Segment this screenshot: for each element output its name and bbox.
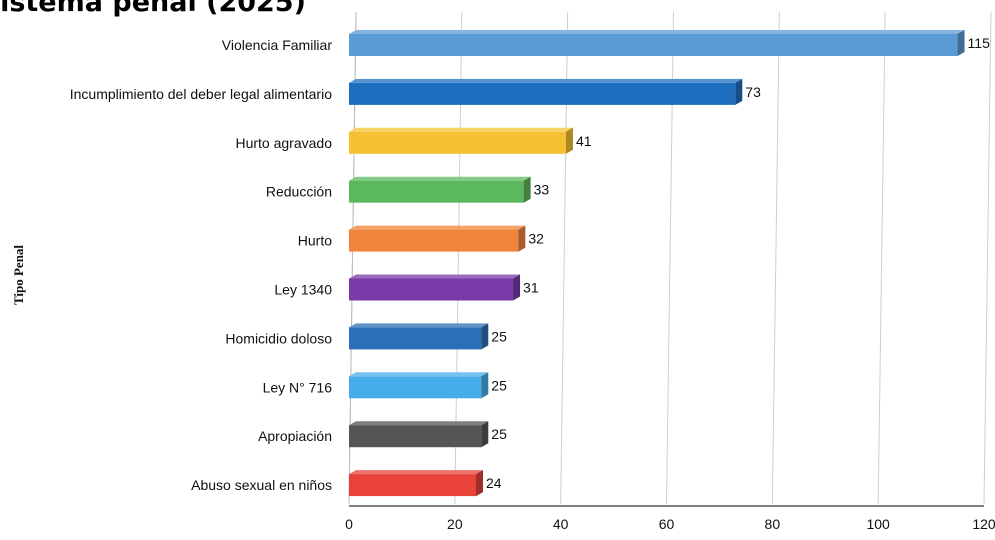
value-label: 41 [576, 133, 592, 149]
x-tick-label: 100 [866, 516, 890, 532]
y-axis-title: Tipo Penal [11, 245, 26, 305]
value-label: 25 [491, 328, 507, 344]
x-tick-label: 40 [553, 516, 569, 532]
category-label: Apropiación [258, 428, 332, 444]
category-label: Incumplimiento del deber legal alimentar… [70, 86, 332, 102]
value-label: 25 [491, 377, 507, 393]
category-label: Homicidio doloso [225, 330, 332, 346]
bar [349, 274, 521, 301]
bar [349, 127, 573, 154]
category-label: Hurto [298, 233, 332, 249]
bar [349, 225, 526, 252]
bar [349, 421, 489, 448]
labels: 0 20 40 60 80 100 120 Violencia Familiar 115 Incu… [70, 35, 995, 532]
x-tick-label: 80 [765, 516, 781, 532]
value-label: 33 [534, 182, 550, 198]
category-label: Reducción [266, 184, 332, 200]
value-label: 73 [745, 84, 761, 100]
bar [349, 372, 489, 399]
value-label: 25 [491, 426, 507, 442]
x-tick-label: 0 [345, 516, 353, 532]
bar [349, 30, 965, 56]
gridline [877, 11, 886, 505]
bar [349, 323, 489, 350]
chart-title: sistema penal (2025) [0, 0, 306, 18]
value-label: 32 [528, 231, 544, 247]
x-tick-label: 60 [659, 516, 675, 532]
bar [349, 470, 483, 497]
category-label: Abuso sexual en niños [191, 477, 332, 493]
value-label: 115 [968, 35, 991, 51]
gridline [983, 11, 992, 505]
bars [349, 30, 965, 497]
bar [349, 176, 531, 203]
category-label: Hurto agravado [235, 135, 332, 151]
category-label: Ley N° 716 [263, 379, 333, 395]
category-label: Violencia Familiar [222, 37, 333, 53]
value-label: 24 [486, 475, 502, 491]
value-label: 31 [523, 280, 539, 296]
x-tick-label: 20 [447, 516, 463, 532]
category-label: Ley 1340 [274, 282, 332, 298]
x-tick-label: 120 [972, 516, 995, 532]
bar [349, 78, 743, 105]
gridline [771, 11, 780, 505]
